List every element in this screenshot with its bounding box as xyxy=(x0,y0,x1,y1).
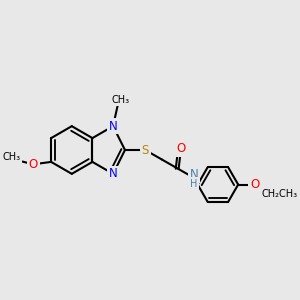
Text: S: S xyxy=(142,143,149,157)
Text: N: N xyxy=(109,167,117,180)
Text: CH₂CH₃: CH₂CH₃ xyxy=(262,189,298,199)
Text: N: N xyxy=(190,168,199,181)
Text: CH₃: CH₃ xyxy=(3,152,21,162)
Text: O: O xyxy=(250,178,260,191)
Text: N: N xyxy=(109,120,117,133)
Text: O: O xyxy=(29,158,38,171)
Text: CH₃: CH₃ xyxy=(111,95,129,105)
Text: O: O xyxy=(176,142,186,155)
Text: H: H xyxy=(190,179,198,189)
